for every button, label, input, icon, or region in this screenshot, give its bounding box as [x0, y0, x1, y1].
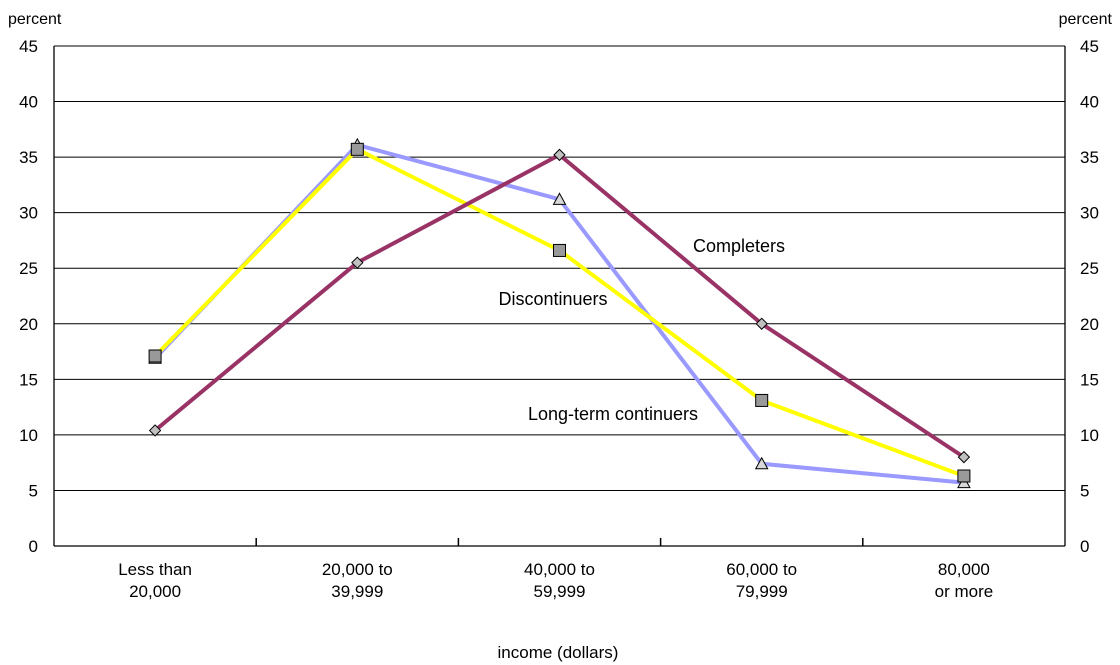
annotation-long-term-continuers: Long-term continuers: [528, 404, 698, 424]
y-tick-label-left-35: 35: [19, 148, 38, 167]
point-completers-4: [957, 450, 971, 464]
x-tick-label-4: 80,000 or more: [935, 560, 994, 601]
y-tick-label-left-25: 25: [19, 259, 38, 278]
x-tick-label-line: 59,999: [534, 582, 586, 601]
y-tick-label-right-40: 40: [1080, 93, 1099, 112]
y-tick-label-right-10: 10: [1080, 426, 1099, 445]
point-completers-3: [755, 317, 768, 330]
y-tick-label-right-45: 45: [1080, 37, 1099, 56]
y-tick-label-left-10: 10: [19, 426, 38, 445]
chart-labels: percent percent income (dollars) Complet…: [8, 11, 1113, 662]
y-tick-label-right-25: 25: [1080, 259, 1099, 278]
left-y-unit-label: percent: [8, 11, 62, 28]
x-tick-label-line: 60,000 to: [726, 560, 797, 579]
point-discontinuers-0: [148, 349, 162, 363]
x-tick-label-1: 20,000 to 39,999: [322, 560, 393, 601]
x-tick-label-3: 60,000 to 79,999: [726, 560, 797, 601]
point-discontinuers-2: [553, 243, 566, 257]
point-completers-1: [351, 256, 364, 269]
x-tick-label-line: 20,000 to: [322, 560, 393, 579]
point-discontinuers-3: [755, 393, 769, 407]
x-tick-label-line: 39,999: [331, 582, 383, 601]
y-tick-label-left-30: 30: [19, 204, 38, 223]
x-tick-label-2: 40,000 to 59,999: [524, 560, 595, 601]
point-discontinuers-1: [350, 142, 364, 156]
annotation-discontinuers: Discontinuers: [498, 289, 607, 309]
y-tick-label-right-20: 20: [1080, 315, 1099, 334]
point-completers-2: [553, 148, 566, 162]
y-tick-label-left-15: 15: [19, 370, 38, 389]
point-discontinuers-4: [957, 469, 971, 483]
point-long-term-continuers-2: [552, 192, 567, 205]
y-tick-label-left-45: 45: [19, 37, 38, 56]
x-tick-label-line: Less than: [118, 560, 192, 579]
y-tick-label-left-0: 0: [29, 537, 38, 556]
y-tick-label-right-5: 5: [1080, 481, 1089, 500]
y-tick-label-left-5: 5: [29, 481, 38, 500]
x-tick-label-0: Less than 20,000: [118, 560, 192, 601]
x-tick-label-line: 80,000: [938, 560, 990, 579]
x-tick-label-line: or more: [935, 582, 994, 601]
series-markers: [148, 137, 971, 489]
y-tick-label-right-0: 0: [1080, 537, 1089, 556]
y-tick-label-right-30: 30: [1080, 204, 1099, 223]
x-tick-label-line: 79,999: [736, 582, 788, 601]
right-y-unit-label: percent: [1059, 11, 1113, 28]
x-tick-label-line: 20,000: [129, 582, 181, 601]
y-tick-label-right-35: 35: [1080, 148, 1099, 167]
y-tick-label-left-20: 20: [19, 315, 38, 334]
y-tick-label-right-15: 15: [1080, 370, 1099, 389]
axes: [53, 45, 1066, 547]
x-axis-title: income (dollars): [498, 643, 619, 662]
x-tick-label-line: 40,000 to: [524, 560, 595, 579]
annotation-completers: Completers: [693, 236, 785, 256]
y-tick-label-left-40: 40: [19, 93, 38, 112]
point-completers-0: [148, 424, 162, 437]
point-long-term-continuers-3: [754, 456, 769, 470]
